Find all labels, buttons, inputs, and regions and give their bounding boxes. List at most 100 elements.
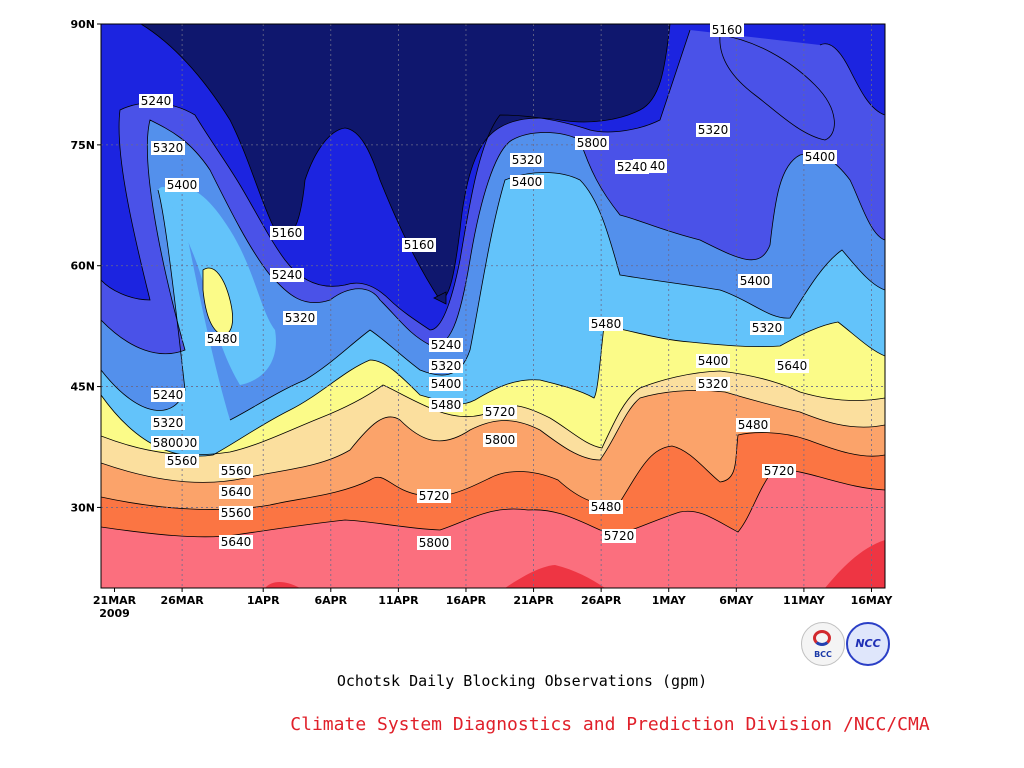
contour-label-bg <box>270 268 304 282</box>
y-tick-label: 60N <box>70 260 95 273</box>
contour-label: 5400 <box>167 178 198 192</box>
contour-label: 5320 <box>153 416 184 430</box>
contour-label: 5400 <box>512 175 543 189</box>
contour-label-bg <box>402 238 436 252</box>
contour-label: 5720 <box>764 464 795 478</box>
bcc-emblem-icon <box>813 630 831 646</box>
contour-label: 5320 <box>752 321 783 335</box>
contour-label-bg <box>510 153 544 167</box>
contour-label: 5800 <box>485 433 516 447</box>
contour-label-bg <box>429 398 463 412</box>
contour-label-bg <box>219 506 253 520</box>
contour-label: 5320 <box>512 153 543 167</box>
credit-line: Climate System Diagnostics and Predictio… <box>290 714 930 735</box>
band-above-5880-b <box>825 540 885 588</box>
contour-label-bg <box>219 464 253 478</box>
contour-line-5640 <box>101 389 885 483</box>
contour-label-bg <box>696 377 730 391</box>
contour-label-bg <box>483 405 517 419</box>
contour-label: 5480 <box>431 398 462 412</box>
contour-label-bg <box>803 150 837 164</box>
contour-label-bg <box>750 321 784 335</box>
contour-line-5720 <box>101 432 885 510</box>
contour-label: 5560 <box>167 454 198 468</box>
contour-label: 5480 <box>591 500 622 514</box>
contour-label: 5720 <box>485 405 516 419</box>
x-tick-label: 1APR <box>247 594 280 607</box>
contour-labels: 5240 5320 5400 5160 5240 5320 5480 5160 5160 5240… <box>139 23 837 550</box>
contour-label-bg <box>589 317 623 331</box>
contour-label: 5320 <box>698 377 729 391</box>
contour-fill-layer <box>101 24 885 588</box>
contour-label: 5480 <box>591 317 622 331</box>
ncc-logo-text: NCC <box>855 637 881 650</box>
x-tick-label: 21APR <box>513 594 554 607</box>
y-tick-label: 30N <box>70 501 95 514</box>
contour-label-bg <box>429 338 463 352</box>
contour-label: 5320 <box>698 123 729 137</box>
contour-label-bg <box>696 123 730 137</box>
contour-label: 5560 <box>221 464 252 478</box>
contour-label-bg <box>283 311 317 325</box>
y-tick-label: 45N <box>70 381 95 394</box>
contour-label: 5400 <box>431 377 462 391</box>
x-tick-label: 16MAY <box>851 594 894 607</box>
contour-label: 5240 <box>153 388 184 402</box>
contour-label-bg <box>429 359 463 373</box>
bcc-logo-text: BCC <box>814 650 832 659</box>
contour-label: 5240 <box>141 94 172 108</box>
x-tick-label: 16APR <box>446 594 487 607</box>
contour-label-bg <box>151 416 185 430</box>
contour-label-bg <box>589 500 623 514</box>
contour-line-5240 <box>101 29 885 331</box>
band-below-5160 <box>101 24 670 300</box>
contour-label: 5640 <box>221 535 252 549</box>
low-center-marker <box>433 291 447 305</box>
contour-label-bg <box>165 454 199 468</box>
contour-label: 5400 <box>740 274 771 288</box>
contour-label-bg <box>736 418 770 432</box>
x-tick-label: 26MAR <box>160 594 204 607</box>
contour-label: 5640 <box>221 485 252 499</box>
x-tick-label: 11MAY <box>783 594 826 607</box>
contour-label: 5240 <box>431 338 462 352</box>
contour-line-5160 <box>140 24 671 301</box>
y-tick-label: 75N <box>70 139 95 152</box>
ncc-logo: NCC <box>846 622 890 666</box>
contour-label-bg <box>738 274 772 288</box>
contour-label: 5480 <box>738 418 769 432</box>
contour-label: 5800 <box>153 436 184 450</box>
band-above-5880-c <box>265 582 300 588</box>
contour-label-bg <box>429 377 463 391</box>
contour-label-bg <box>165 178 199 192</box>
contour-label-bg <box>510 175 544 189</box>
x-tick-label: 21MAR <box>93 594 137 607</box>
contour-label: 5480 <box>207 332 238 346</box>
contour-label: 5320 <box>431 359 462 373</box>
contour-label: 5720 <box>419 489 450 503</box>
contour-line-5320 <box>101 119 885 355</box>
band-5800-5880-south <box>101 468 885 588</box>
contour-label-bg <box>151 436 185 450</box>
contour-label-bg <box>775 359 809 373</box>
contour-label: 5160 <box>404 238 435 252</box>
contour-label: 5800 <box>419 536 450 550</box>
y-tick-label: 90N <box>70 18 95 31</box>
contour-label-bg <box>417 536 451 550</box>
contour-label-bg <box>696 354 730 368</box>
chart-title: Ochotsk Daily Blocking Observations (gpm… <box>336 672 708 690</box>
x-tick-label: 26APR <box>581 594 622 607</box>
contour-line-5480 <box>101 321 885 457</box>
contour-label: 5160 <box>712 23 743 37</box>
bcc-logo: BCC <box>801 622 845 666</box>
x-tick-label: 6APR <box>314 594 347 607</box>
contour-label-bg <box>602 529 636 543</box>
contour-label-bg <box>219 535 253 549</box>
contour-label-bg <box>151 141 185 155</box>
contour-label-bg <box>139 94 173 108</box>
contour-label-bg <box>762 464 796 478</box>
contour-label: 5240 <box>617 160 648 174</box>
contour-label-bg <box>710 23 744 37</box>
contour-label-bg <box>615 160 649 174</box>
